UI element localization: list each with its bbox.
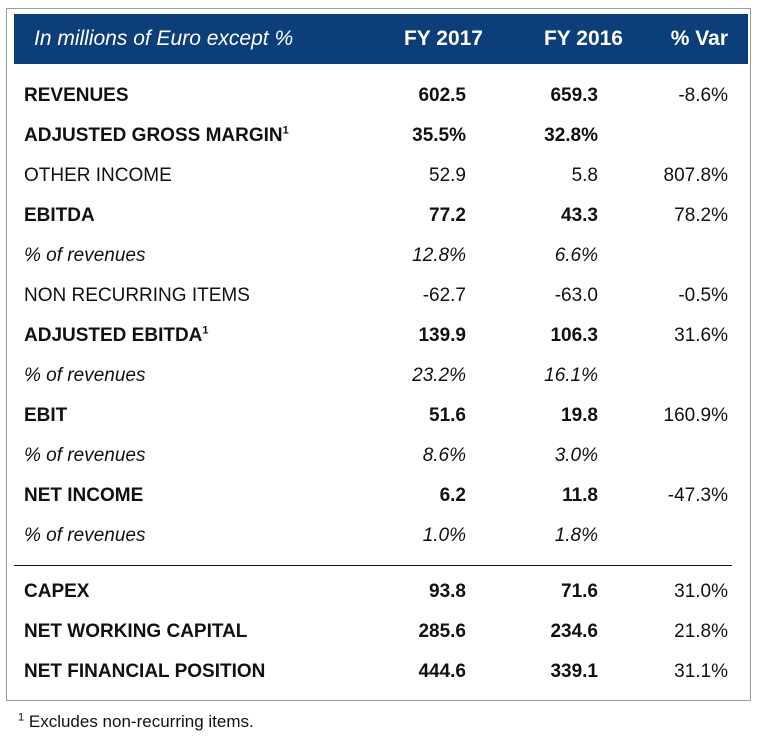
footnote-ref: 1: [202, 324, 209, 337]
row-label: OTHER INCOME: [24, 156, 172, 196]
row-label: EBIT: [24, 396, 67, 436]
row-label-text: OTHER INCOME: [24, 165, 172, 186]
table-header: In millions of Euro except % FY 2017 FY …: [14, 14, 748, 64]
table-row: EBITDA 77.2 43.3 78.2%: [14, 196, 748, 236]
value-fy2016: 1.8%: [554, 525, 598, 546]
value-fy2017: 77.2: [429, 205, 466, 226]
value-fy2016: 32.8%: [544, 125, 598, 146]
table-body-main: REVENUES 602.5 659.3 -8.6% ADJUSTED GROSS MA…: [14, 76, 748, 556]
row-label: ADJUSTED EBITDA1: [24, 316, 209, 356]
value-fy2017: 12.8%: [412, 245, 466, 266]
table-row: NET WORKING CAPITAL 285.6 234.6 21.8%: [14, 612, 748, 652]
value-fy2017: 23.2%: [412, 365, 466, 386]
value-fy2017: 52.9: [429, 165, 466, 186]
value-var: 31.6%: [674, 325, 728, 346]
row-label-text: % of revenues: [24, 245, 146, 266]
table-divider: [14, 565, 732, 566]
value-fy2016: 3.0%: [554, 445, 598, 466]
table-row: NET FINANCIAL POSITION 444.6 339.1 31.1%: [14, 652, 748, 692]
value-fy2017: 139.9: [418, 325, 466, 346]
value-fy2016: 16.1%: [544, 365, 598, 386]
header-fy2016: FY 2016: [543, 27, 623, 50]
row-label: % of revenues: [24, 516, 145, 556]
table-row: CAPEX 93.8 71.6 31.0%: [14, 572, 748, 612]
row-label: CAPEX: [24, 572, 89, 612]
row-label: NET WORKING CAPITAL: [24, 612, 247, 652]
value-fy2016: 5.8: [571, 165, 598, 186]
value-fy2017: 1.0%: [422, 525, 466, 546]
table-row: EBIT 51.6 19.8 160.9%: [14, 396, 748, 436]
value-fy2017: 8.6%: [422, 445, 466, 466]
row-label: EBITDA: [24, 196, 95, 236]
table-row: OTHER INCOME 52.9 5.8 807.8%: [14, 156, 748, 196]
value-var: 31.1%: [674, 661, 728, 682]
footnote-text: Excludes non-recurring items.: [28, 712, 254, 731]
row-label: % of revenues: [24, 436, 145, 476]
row-label: NET INCOME: [24, 476, 143, 516]
value-fy2017: 93.8: [429, 581, 466, 602]
value-fy2016: 234.6: [550, 621, 598, 642]
table-row: % of revenues 1.0% 1.8%: [14, 516, 748, 556]
table-row: REVENUES 602.5 659.3 -8.6%: [14, 76, 748, 116]
row-label-text: % of revenues: [24, 445, 146, 466]
header-fy2017: FY 2017: [403, 27, 483, 50]
table-body-balance: CAPEX 93.8 71.6 31.0% NET WORKING CAPITAL 285…: [14, 572, 748, 692]
row-label: % of revenues: [24, 356, 145, 396]
table-row: ADJUSTED GROSS MARGIN1 35.5% 32.8%: [14, 116, 748, 156]
header-var: % Var: [670, 27, 728, 50]
value-var: -47.3%: [667, 485, 728, 506]
row-label-text: REVENUES: [24, 85, 129, 106]
row-label-text: ADJUSTED GROSS MARGIN: [24, 125, 283, 146]
row-label-text: EBIT: [24, 405, 68, 426]
table-row: NON RECURRING ITEMS -62.7 -63.0 -0.5%: [14, 276, 748, 316]
value-fy2016: 11.8: [562, 485, 598, 506]
table-frame: [6, 8, 751, 701]
value-fy2017: 51.6: [429, 405, 466, 426]
table-row: % of revenues 12.8% 6.6%: [14, 236, 748, 276]
row-label-text: NET WORKING CAPITAL: [24, 621, 248, 642]
row-label-text: CAPEX: [24, 581, 90, 602]
value-fy2017: 6.2: [439, 485, 466, 506]
row-label: NET FINANCIAL POSITION: [24, 652, 265, 692]
value-fy2017: 285.6: [418, 621, 466, 642]
row-label: ADJUSTED GROSS MARGIN1: [24, 116, 289, 156]
value-var: 78.2%: [674, 205, 728, 226]
value-var: 160.9%: [663, 405, 728, 426]
value-fy2016: 19.8: [561, 405, 598, 426]
row-label: REVENUES: [24, 76, 129, 116]
value-fy2016: 339.1: [550, 661, 598, 682]
row-label-text: NET FINANCIAL POSITION: [24, 661, 266, 682]
value-fy2016: 106.3: [550, 325, 598, 346]
value-var: 31.0%: [674, 581, 728, 602]
footnote-ref: 1: [282, 124, 289, 137]
row-label: % of revenues: [24, 236, 145, 276]
header-label: In millions of Euro except %: [34, 27, 294, 50]
table-row: % of revenues 23.2% 16.1%: [14, 356, 748, 396]
row-label-text: NON RECURRING ITEMS: [24, 285, 250, 306]
table-row: NET INCOME 6.2 11.8 -47.3%: [14, 476, 748, 516]
table-row: % of revenues 8.6% 3.0%: [14, 436, 748, 476]
value-fy2016: 71.6: [561, 581, 598, 602]
footnote: 1 Excludes non-recurring items.: [18, 712, 254, 732]
row-label-text: % of revenues: [24, 525, 146, 546]
value-fy2016: -63.0: [554, 285, 598, 306]
value-fy2016: 43.3: [561, 205, 598, 226]
value-var: 21.8%: [674, 621, 728, 642]
row-label-text: EBITDA: [24, 205, 95, 226]
footnote-marker: 1: [18, 711, 25, 724]
value-fy2017: 444.6: [418, 661, 466, 682]
value-fy2017: 602.5: [418, 85, 466, 106]
value-fy2016: 6.6%: [554, 245, 598, 266]
value-var: -8.6%: [678, 85, 728, 106]
value-fy2016: 659.3: [550, 85, 598, 106]
value-var: -0.5%: [678, 285, 728, 306]
value-fy2017: -62.7: [422, 285, 466, 306]
row-label-text: % of revenues: [24, 365, 146, 386]
row-label-text: ADJUSTED EBITDA: [24, 325, 203, 346]
row-label-text: NET INCOME: [24, 485, 144, 506]
row-label: NON RECURRING ITEMS: [24, 276, 250, 316]
table-row: ADJUSTED EBITDA1 139.9 106.3 31.6%: [14, 316, 748, 356]
value-fy2017: 35.5%: [412, 125, 466, 146]
value-var: 807.8%: [663, 165, 728, 186]
